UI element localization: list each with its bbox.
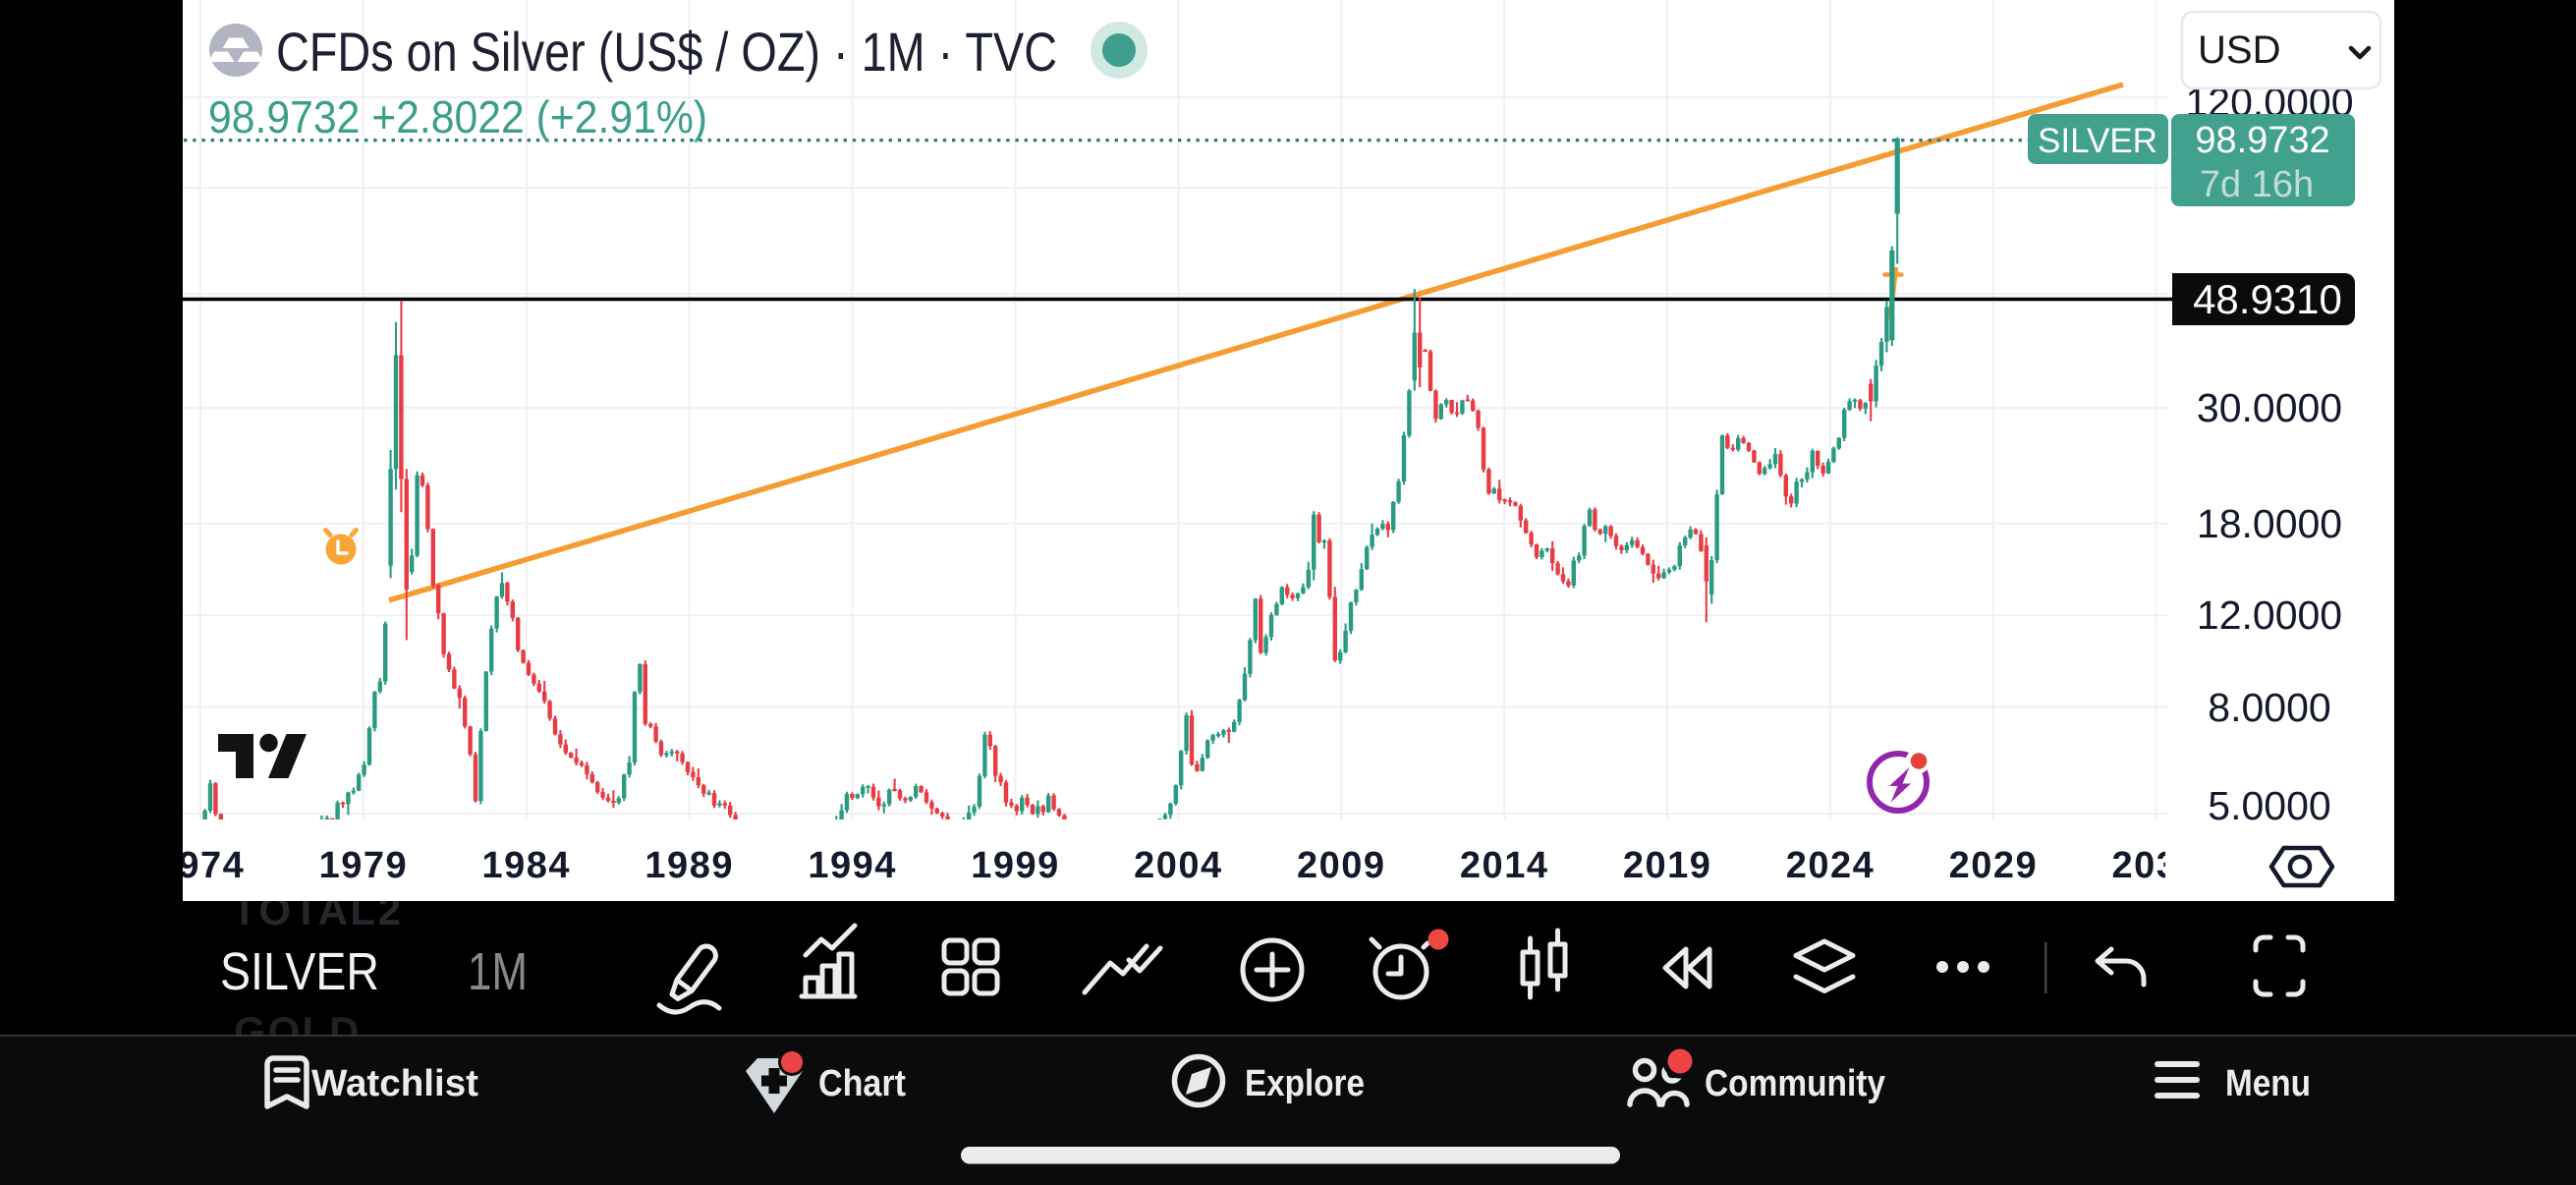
svg-text:2029: 2029 [1949,845,2039,886]
svg-text:Menu: Menu [2225,1063,2311,1104]
svg-text:7d 16h: 7d 16h [2200,164,2314,205]
svg-text:5.0000: 5.0000 [2208,783,2330,828]
svg-text:98.9732: 98.9732 [2195,120,2329,161]
svg-text:2034: 2034 [2112,845,2202,886]
svg-text:1999: 1999 [971,845,1060,886]
svg-text:18.0000: 18.0000 [2197,501,2342,546]
svg-text:Explore: Explore [1245,1063,1365,1104]
svg-text:SILVER: SILVER [220,942,379,1001]
svg-text:GOLD: GOLD [234,1008,361,1054]
svg-text:2019: 2019 [1623,845,1712,886]
svg-text:2004: 2004 [1134,845,1223,886]
svg-text:30.0000: 30.0000 [2197,385,2342,430]
svg-text:8.0000: 8.0000 [2208,685,2330,730]
svg-text:2014: 2014 [1460,845,1549,886]
svg-text:TOTAL2: TOTAL2 [232,887,403,933]
svg-text:CFDs on Silver (US$ / OZ) · 1M: CFDs on Silver (US$ / OZ) · 1M · TVC [276,21,1057,83]
svg-text:Watchlist: Watchlist [311,1063,478,1104]
svg-text:12.0000: 12.0000 [2197,592,2342,638]
svg-text:Community: Community [1705,1063,1885,1104]
svg-text:1M: 1M [468,942,528,1001]
svg-text:USD: USD [2198,28,2280,72]
svg-text:98.9732 +2.8022 (+2.91%): 98.9732 +2.8022 (+2.91%) [208,91,707,142]
svg-text:Chart: Chart [818,1063,906,1104]
svg-text:1989: 1989 [644,845,734,886]
svg-text:1984: 1984 [482,845,572,886]
svg-text:1994: 1994 [808,845,897,886]
svg-text:48.9310: 48.9310 [2193,276,2342,322]
svg-text:SILVER: SILVER [2038,122,2157,160]
svg-text:2009: 2009 [1297,845,1386,886]
svg-text:1974: 1974 [156,845,246,886]
svg-text:2024: 2024 [1786,845,1876,886]
svg-text:1979: 1979 [319,845,409,886]
